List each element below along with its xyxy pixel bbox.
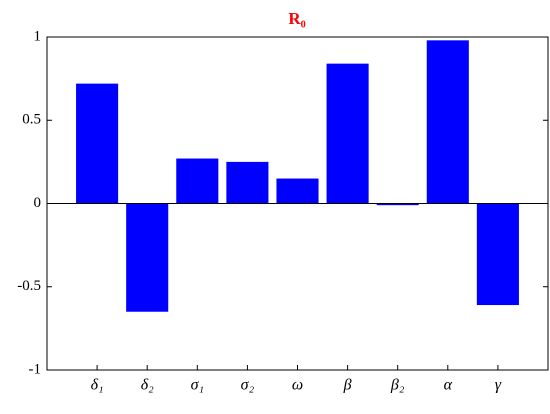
y-tick-label: 0 <box>34 195 42 211</box>
x-tick-label: σ₂ <box>241 377 255 394</box>
bar <box>76 83 119 204</box>
y-tick-label: 0.5 <box>22 112 41 128</box>
bar <box>426 40 469 204</box>
x-tick-label: γ <box>495 377 502 394</box>
bar <box>376 203 419 206</box>
bar <box>326 63 369 204</box>
x-tick-label: δ₂ <box>141 377 154 394</box>
chart-title: R₀ <box>288 9 305 28</box>
y-tick-label: 1 <box>34 28 42 44</box>
bar <box>126 203 169 312</box>
bar <box>226 161 269 204</box>
x-tick-label: β <box>343 377 352 394</box>
bar <box>276 178 319 204</box>
x-tick-label: β₂ <box>390 377 405 394</box>
x-tick-label: σ₁ <box>191 377 204 394</box>
x-tick-label: α <box>444 377 453 394</box>
y-tick-label: -1 <box>29 361 42 377</box>
x-tick-label: ω <box>292 377 303 394</box>
plot-frame <box>46 36 549 371</box>
y-tick-label: -0.5 <box>17 278 41 294</box>
bar <box>176 158 219 204</box>
bar <box>476 203 519 306</box>
x-tick-label: δ₁ <box>91 377 104 394</box>
